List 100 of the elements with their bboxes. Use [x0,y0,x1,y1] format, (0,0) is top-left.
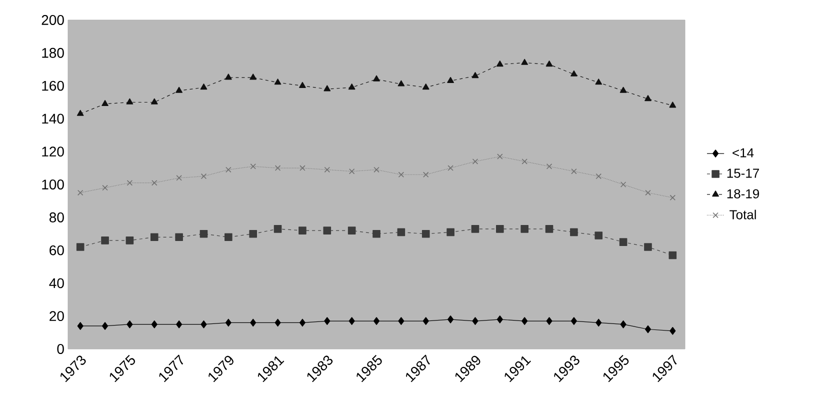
point [644,243,652,251]
point [152,180,158,186]
point [670,327,676,335]
point [102,322,108,330]
point [373,75,380,82]
point [645,190,651,196]
y-tick-label: 40 [49,278,64,288]
point [101,236,109,244]
point [76,110,84,116]
point [176,86,182,93]
point [348,168,355,174]
point [324,166,330,173]
point [397,228,406,236]
point [250,74,257,80]
point [596,318,602,327]
point [150,98,158,104]
y-tick-label: 200 [42,15,64,25]
point [224,74,232,80]
point [298,226,306,234]
point [324,317,330,325]
point [324,85,331,92]
point [225,318,232,327]
point [398,317,404,325]
point [620,320,626,328]
point [620,86,627,93]
point [348,317,355,325]
point [151,320,158,328]
legend-label: <14 [732,148,754,158]
point [422,84,430,90]
point [398,80,405,86]
point [398,172,404,178]
point [670,194,676,201]
point [374,166,380,173]
point [545,225,554,233]
point [200,320,207,328]
point [422,172,429,178]
y-tick-label: 0 [57,344,64,354]
legend-label: 18-19 [727,189,760,198]
point [471,225,480,233]
point [76,243,84,251]
point [102,184,108,191]
point [447,76,454,84]
point [422,317,429,325]
point [520,225,528,233]
point [126,180,133,186]
point [224,233,232,242]
y-tick-label: 60 [50,245,64,256]
point [570,317,577,325]
point [299,318,306,327]
point [668,251,677,260]
point [522,158,528,164]
point [300,165,306,171]
point [250,318,256,327]
point [274,78,282,85]
y-tick-label: 100 [42,180,64,190]
point [496,315,503,324]
point [594,232,603,240]
point [372,230,380,238]
point [150,233,158,242]
point [249,230,258,238]
point [373,317,380,325]
y-tick-label: 160 [42,80,64,91]
legend-label: 15-17 [727,168,759,178]
point [274,225,282,233]
y-tick-label: 180 [42,48,64,58]
point [323,226,332,234]
point [644,325,652,334]
point [77,322,84,330]
point [496,60,504,67]
legend-label: Total [730,210,756,220]
point [596,173,602,180]
point [175,233,183,242]
point [448,315,454,324]
point [546,164,552,170]
point [176,320,182,328]
point [446,228,454,236]
point [496,225,504,233]
point [497,154,503,160]
point [226,166,232,173]
point [126,320,133,328]
point [571,168,577,174]
point [620,182,626,188]
point [472,317,478,325]
point [250,164,256,170]
point [521,58,528,65]
point [126,98,134,104]
point [644,95,652,102]
point [669,102,676,108]
point [200,173,207,180]
point [274,165,281,171]
point [546,60,553,67]
point [126,236,134,244]
point [472,72,479,78]
point [348,226,356,234]
point [522,317,528,325]
point [619,238,628,246]
point [422,230,430,238]
point [570,70,578,76]
point [299,82,306,88]
point [472,158,478,164]
